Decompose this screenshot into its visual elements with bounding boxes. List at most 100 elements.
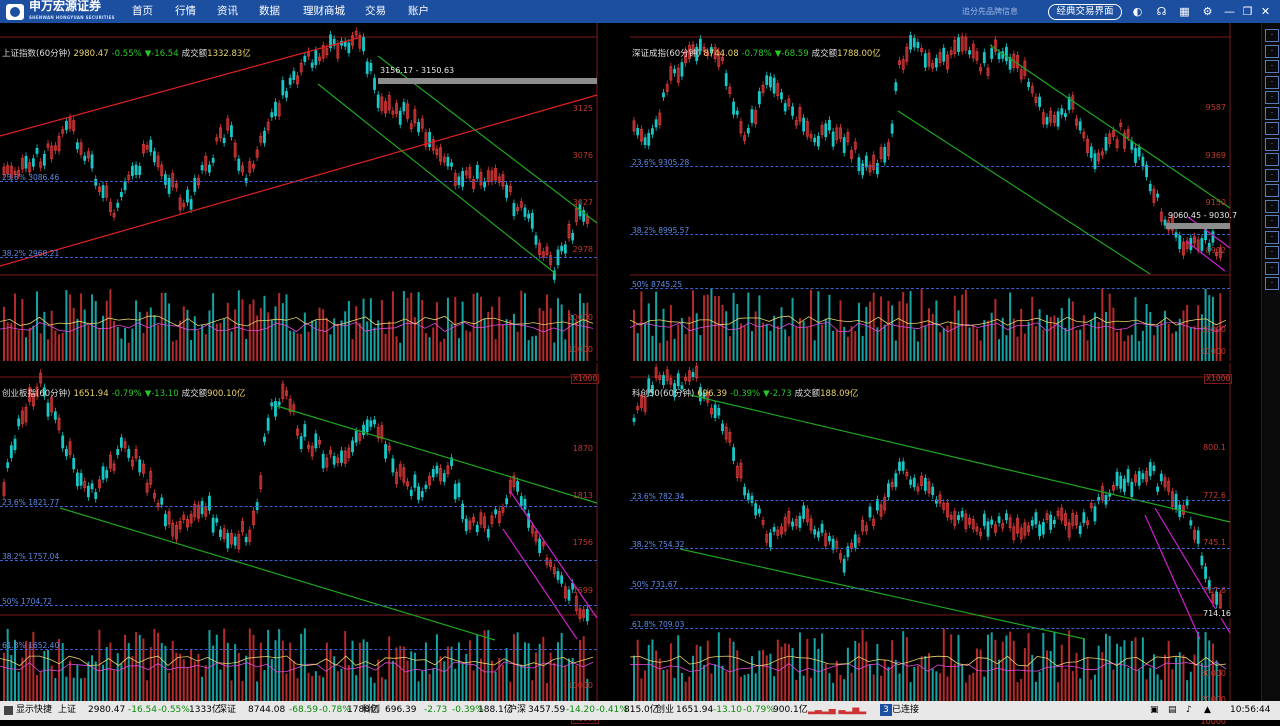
status-name[interactable]: 上证 — [58, 705, 77, 715]
candle-body — [1089, 146, 1093, 158]
candle-body — [982, 52, 986, 64]
volume-bar — [542, 636, 545, 701]
settings-icon[interactable]: · — [1265, 230, 1279, 244]
panel-volume-label: 成交额 — [181, 389, 208, 399]
bar-chart-icon[interactable]: · — [1265, 122, 1279, 135]
candle-body — [1045, 117, 1049, 125]
nav-trade[interactable]: 交易 — [365, 5, 386, 17]
volume-bar — [454, 668, 457, 701]
pen-icon[interactable]: · — [1265, 246, 1279, 259]
volume-bar — [762, 649, 765, 701]
candle-body — [791, 106, 794, 116]
candle-body — [329, 450, 332, 455]
volume-bar — [435, 634, 438, 701]
close-icon[interactable]: ✕ — [1260, 5, 1271, 18]
message-badge[interactable]: 3 — [880, 704, 892, 716]
volume-bar — [850, 326, 853, 361]
f10-icon[interactable]: · — [1265, 153, 1279, 166]
down-arrow-icon[interactable]: · — [1265, 60, 1279, 73]
nav-news[interactable]: 资讯 — [217, 5, 238, 17]
add-icon[interactable]: · — [1265, 75, 1279, 89]
minimize-icon[interactable]: — — [1224, 5, 1235, 18]
layout-toggle-icon[interactable] — [4, 706, 13, 715]
volume-bar — [182, 306, 185, 361]
candle-body — [732, 447, 735, 461]
nav-account[interactable]: 账户 — [408, 5, 429, 17]
volume-bar — [1175, 331, 1178, 361]
fund-icon[interactable]: · — [1265, 199, 1279, 213]
panel-title[interactable]: 上证指数(60分钟) — [2, 49, 71, 59]
volume-bar — [149, 307, 152, 361]
candle-body — [20, 410, 24, 424]
volume-bar — [751, 656, 753, 701]
candle-body — [538, 538, 542, 553]
restore-icon[interactable]: ❐ — [1242, 5, 1253, 18]
candle-body — [431, 469, 435, 478]
volume-bar — [658, 342, 661, 361]
refresh-icon[interactable]: ◐ — [1132, 5, 1143, 18]
speaker-icon[interactable]: ♪ — [1186, 705, 1192, 715]
volume-bar — [821, 324, 824, 361]
nav-data[interactable]: 数据 — [259, 5, 280, 17]
volume-bar — [358, 323, 361, 361]
chart-icon[interactable]: ▤ — [1168, 705, 1177, 715]
volume-bar — [1193, 654, 1196, 701]
cross-icon[interactable]: · — [1265, 106, 1279, 120]
nav-wealth-mall[interactable]: 理财商城 — [303, 5, 345, 17]
lock-icon[interactable]: ▣ — [1150, 705, 1159, 715]
volume-bar — [714, 664, 717, 701]
network-icon[interactable]: ▲ — [1204, 705, 1211, 715]
candle-body — [750, 109, 754, 123]
classic-trade-button[interactable]: 经典交易界面 — [1048, 4, 1122, 20]
volume-bar — [828, 673, 831, 701]
candle-body — [127, 448, 131, 458]
quick-show-label[interactable]: 显示快捷 — [16, 705, 53, 715]
volume-bar — [215, 323, 218, 361]
candle-body — [545, 246, 549, 256]
status-name[interactable]: 创业 — [656, 705, 675, 715]
headset-icon[interactable]: ☊ — [1156, 5, 1167, 18]
volume-bar — [443, 338, 446, 361]
status-name[interactable]: 深证 — [218, 705, 237, 715]
panel-title[interactable]: 深证成指(60分钟) — [632, 49, 701, 59]
hands-icon[interactable]: · — [1265, 215, 1279, 228]
up-arrow-icon[interactable]: · — [1265, 29, 1279, 42]
candle-body — [872, 154, 876, 170]
candle-body — [971, 519, 975, 530]
volume-bar — [699, 335, 702, 361]
candle-body — [931, 486, 935, 496]
candle-body — [923, 477, 927, 491]
candle-body — [574, 595, 578, 611]
volume-bar — [880, 296, 883, 361]
volume-bar — [684, 681, 687, 701]
grid-icon[interactable]: ▦ — [1179, 5, 1190, 18]
gear-icon[interactable]: ⚙ — [1202, 5, 1213, 18]
k-line-icon[interactable]: · — [1265, 137, 1279, 151]
line-chart-icon[interactable]: · — [1265, 91, 1279, 104]
panel-change-pct: -0.39% — [730, 389, 761, 399]
candle-body — [450, 457, 453, 467]
status-name[interactable]: 沪深 — [508, 705, 527, 715]
volume-bar — [439, 341, 442, 361]
nav-market[interactable]: 行情 — [175, 5, 196, 17]
volume-bar — [1105, 312, 1107, 361]
panel-title[interactable]: 创业板指(60分钟) — [2, 389, 71, 399]
volume-bar — [531, 336, 534, 361]
volume-bar — [553, 662, 556, 701]
volume-bar — [520, 290, 523, 361]
candle-body — [384, 101, 387, 114]
volume-bar — [197, 330, 200, 361]
volume-bar — [241, 681, 244, 701]
nav-home[interactable]: 首页 — [132, 5, 153, 17]
dot-icon[interactable]: · — [1265, 261, 1279, 275]
volume-bar — [795, 679, 798, 701]
layout-icon[interactable]: · — [1265, 277, 1279, 290]
status-name[interactable]: 科创 — [362, 705, 381, 715]
home-icon[interactable]: · — [1265, 44, 1279, 58]
info-icon[interactable]: · — [1265, 184, 1279, 197]
fib-level-line: 50% 1704.72 — [0, 597, 597, 606]
y-axis-tick: 1699 — [572, 586, 593, 595]
sketch-icon[interactable]: · — [1265, 168, 1279, 182]
volume-bar — [1034, 681, 1037, 701]
panel-title[interactable]: 科创50(60分钟) — [632, 389, 695, 399]
